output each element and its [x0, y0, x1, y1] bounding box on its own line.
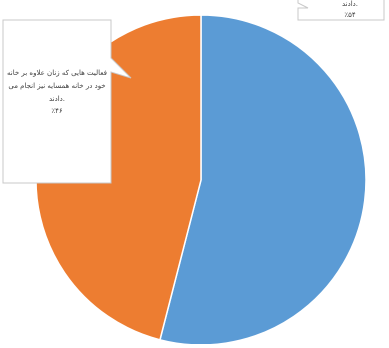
data-label-callout-54: دادند. ٪۵۴ — [297, 0, 385, 21]
callout-46-line-3: دادند. — [49, 95, 65, 103]
callout-46-line-1: فعالیت هایی که زنان علاوه بر خانه — [7, 69, 107, 77]
callout-box-54 — [297, 0, 385, 21]
callout-54-line-1: دادند. — [342, 0, 358, 8]
callout-box-46 — [2, 19, 132, 184]
callout-54-value: ٪۵۴ — [344, 11, 356, 19]
pie-slice-54 — [159, 14, 367, 346]
callout-46-line-2: خود در خانه همسایه نیز انجام می — [8, 82, 105, 90]
callout-46-value: ٪۴۶ — [51, 107, 63, 115]
data-label-callout-46: فعالیت هایی که زنان علاوه بر خانه خود در… — [2, 19, 132, 184]
